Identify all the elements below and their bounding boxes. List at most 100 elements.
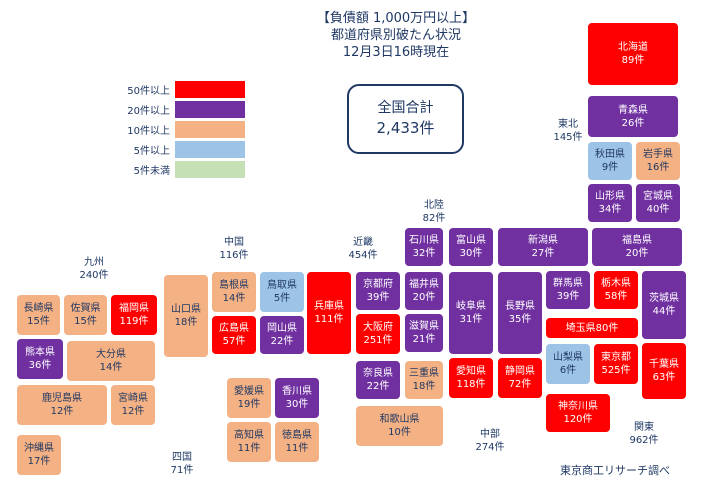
pref-name: 香川県 xyxy=(282,386,312,397)
legend-label: 5件以上 xyxy=(133,145,170,157)
pref-tile-kochi[interactable]: 高知県 11件 xyxy=(226,421,272,463)
region-name: 関東 xyxy=(634,422,654,433)
pref-tile-kyoto[interactable]: 京都府 39件 xyxy=(355,271,401,311)
pref-tile-hiroshima[interactable]: 広島県 57件 xyxy=(211,315,257,355)
pref-name: 福岡県 xyxy=(119,303,149,314)
pref-name: 大阪府 xyxy=(363,322,393,333)
legend-item-under5: 5件未満 xyxy=(118,159,246,179)
pref-tile-akita[interactable]: 秋田県 9件 xyxy=(587,141,633,181)
legend-swatch-green xyxy=(174,159,246,179)
pref-tile-saitama[interactable]: 埼玉県 80件 xyxy=(545,317,639,339)
pref-name: 群馬県 xyxy=(553,278,583,289)
pref-tile-kanagawa[interactable]: 神奈川県 120件 xyxy=(545,393,611,433)
pref-tile-yamanashi[interactable]: 山梨県 6件 xyxy=(545,343,591,385)
pref-tile-oita[interactable]: 大分県 14件 xyxy=(66,340,156,382)
pref-tile-kagawa[interactable]: 香川県 30件 xyxy=(274,377,320,419)
pref-tile-gunma[interactable]: 群馬県 39件 xyxy=(545,270,591,310)
pref-tile-shiga[interactable]: 滋賀県 21件 xyxy=(404,313,444,353)
pref-tile-miyagi[interactable]: 宮城県 40件 xyxy=(635,183,681,223)
pref-count: 11件 xyxy=(285,443,309,454)
pref-tile-okayama[interactable]: 岡山県 22件 xyxy=(259,315,305,355)
region-name: 中国 xyxy=(224,237,244,248)
region-name: 近畿 xyxy=(353,237,373,248)
legend-label: 50件以上 xyxy=(127,85,170,97)
legend-label: 20件以上 xyxy=(127,105,170,117)
pref-name: 鹿児島県 xyxy=(42,393,82,404)
pref-tile-tokyo[interactable]: 東京都 525件 xyxy=(593,343,639,385)
pref-name: 和歌山県 xyxy=(379,414,420,425)
pref-tile-nara[interactable]: 奈良県 22件 xyxy=(355,360,401,400)
pref-tile-shimane[interactable]: 島根県 14件 xyxy=(211,271,257,313)
region-name: 北陸 xyxy=(424,200,444,211)
pref-tile-aichi[interactable]: 愛知県 118件 xyxy=(448,357,494,399)
pref-tile-mie[interactable]: 三重県 18件 xyxy=(404,360,444,400)
region-label-hokuriku: 北陸 82件 xyxy=(404,199,464,225)
pref-tile-nagano[interactable]: 長野県 35件 xyxy=(497,271,543,355)
national-total-box: 全国合計 2,433件 xyxy=(347,84,464,154)
pref-tile-miyazaki[interactable]: 宮崎県 12件 xyxy=(110,384,156,426)
pref-tile-niigata[interactable]: 新潟県 27件 xyxy=(497,227,589,267)
pref-name: 愛媛県 xyxy=(234,386,264,397)
pref-tile-fukui[interactable]: 福井県 20件 xyxy=(404,271,444,311)
pref-count: 57件 xyxy=(222,336,246,347)
pref-name: 島根県 xyxy=(219,280,249,291)
pref-tile-toyama[interactable]: 富山県 30件 xyxy=(448,227,494,267)
pref-count: 39件 xyxy=(556,291,580,302)
pref-count: 12件 xyxy=(50,406,74,417)
legend-swatch-blue xyxy=(174,139,246,159)
pref-tile-gifu[interactable]: 岐阜県 31件 xyxy=(448,271,494,355)
pref-tile-iwate[interactable]: 岩手県 16件 xyxy=(635,141,681,181)
region-label-kyushu: 九州 240件 xyxy=(64,256,124,282)
pref-tile-tottori[interactable]: 鳥取県 5件 xyxy=(259,271,305,313)
pref-tile-chiba[interactable]: 千葉県 63件 xyxy=(641,342,687,400)
pref-name: 石川県 xyxy=(409,235,439,246)
pref-count: 6件 xyxy=(559,365,577,376)
pref-count: 525件 xyxy=(601,365,631,376)
pref-tile-tochigi[interactable]: 栃木県 58件 xyxy=(593,270,639,310)
region-name: 中部 xyxy=(480,429,500,440)
pref-count: 18件 xyxy=(412,381,436,392)
pref-tile-hokkaido[interactable]: 北海道 89件 xyxy=(587,22,679,86)
pref-count: 119件 xyxy=(119,316,149,327)
pref-tile-ishikawa[interactable]: 石川県 32件 xyxy=(404,227,444,267)
pref-name: 福島県 xyxy=(622,235,652,246)
pref-tile-kagoshima[interactable]: 鹿児島県 12件 xyxy=(16,384,108,426)
pref-tile-osaka[interactable]: 大阪府 251件 xyxy=(355,313,401,355)
pref-count: 19件 xyxy=(237,399,261,410)
title-line-3: 12月3日16時現在 xyxy=(342,45,450,60)
pref-tile-nagasaki[interactable]: 長崎県 15件 xyxy=(16,294,61,336)
pref-count: 63件 xyxy=(652,372,676,383)
pref-tile-yamagata[interactable]: 山形県 34件 xyxy=(587,183,633,223)
pref-count: 30件 xyxy=(459,248,483,259)
pref-name: 京都府 xyxy=(363,279,393,290)
pref-tile-yamaguchi[interactable]: 山口県 18件 xyxy=(163,274,209,358)
pref-name: 山梨県 xyxy=(553,352,583,363)
pref-tile-aomori[interactable]: 青森県 26件 xyxy=(587,95,679,138)
legend: 50件以上 20件以上 10件以上 5件以上 5件未満 xyxy=(118,79,246,180)
pref-tile-hyogo[interactable]: 兵庫県 111件 xyxy=(306,271,352,355)
pref-tile-wakayama[interactable]: 和歌山県 10件 xyxy=(355,405,444,447)
pref-name: 山口県 xyxy=(171,304,201,315)
pref-count: 111件 xyxy=(314,314,344,325)
region-count: 274件 xyxy=(475,442,505,453)
pref-name: 佐賀県 xyxy=(70,303,101,314)
pref-count: 80件 xyxy=(595,322,619,334)
pref-tile-saga[interactable]: 佐賀県 15件 xyxy=(63,294,108,336)
pref-count: 89件 xyxy=(621,55,645,66)
pref-tile-kumamoto[interactable]: 熊本県 36件 xyxy=(16,338,64,380)
pref-count: 36件 xyxy=(28,360,52,371)
pref-tile-ibaraki[interactable]: 茨城県 44件 xyxy=(641,270,687,340)
pref-count: 10件 xyxy=(388,427,411,438)
pref-name: 広島県 xyxy=(219,323,249,334)
pref-tile-tokushima[interactable]: 徳島県 11件 xyxy=(274,421,320,463)
pref-tile-fukushima[interactable]: 福島県 20件 xyxy=(591,227,683,267)
pref-name: 沖縄県 xyxy=(24,443,54,454)
pref-tile-okinawa[interactable]: 沖縄県 17件 xyxy=(16,434,62,476)
title-line-2: 都道府県別破たん状況 xyxy=(330,28,461,43)
pref-tile-shizuoka[interactable]: 静岡県 72件 xyxy=(497,357,543,399)
pref-count: 22件 xyxy=(270,336,294,347)
pref-tile-fukuoka[interactable]: 福岡県 119件 xyxy=(110,294,158,336)
pref-name: 新潟県 xyxy=(528,235,558,246)
pref-count: 16件 xyxy=(646,162,670,173)
pref-tile-ehime[interactable]: 愛媛県 19件 xyxy=(226,377,272,419)
